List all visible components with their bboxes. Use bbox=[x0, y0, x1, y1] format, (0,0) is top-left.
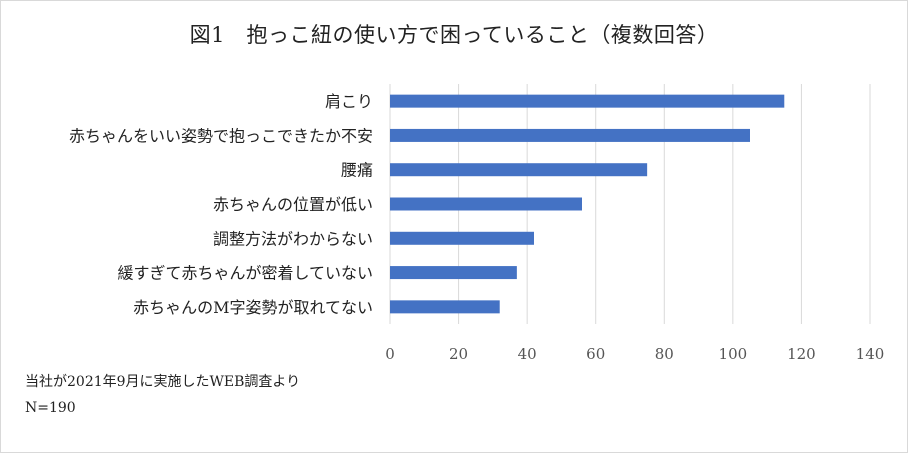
category-label: 赤ちゃんのM字姿勢が取れてない bbox=[133, 298, 373, 317]
x-tick-label: 60 bbox=[586, 345, 605, 363]
bar bbox=[390, 300, 500, 314]
x-tick-label: 40 bbox=[518, 345, 537, 363]
category-labels: 肩こり赤ちゃんをいい姿勢で抱っこできたか不安腰痛赤ちゃんの位置が低い調整方法がわ… bbox=[69, 92, 373, 317]
bars bbox=[390, 94, 785, 314]
category-label: 調整方法がわからない bbox=[213, 229, 373, 248]
bar bbox=[390, 231, 534, 245]
bar bbox=[390, 266, 517, 280]
x-tick-label: 0 bbox=[385, 345, 395, 363]
x-tick-label: 80 bbox=[655, 345, 674, 363]
tick-labels: 0 20 40 60 80 100 120 140 bbox=[385, 345, 884, 363]
x-tick-label: 120 bbox=[787, 345, 816, 363]
category-label: 緩すぎて赤ちゃんが密着していない bbox=[117, 264, 373, 283]
bar bbox=[390, 163, 648, 177]
bar bbox=[390, 197, 582, 211]
x-tick-label: 100 bbox=[719, 345, 748, 363]
bar bbox=[390, 128, 750, 142]
chart-title: 図1 抱っこ紐の使い方で困っていること（複数回答） bbox=[189, 23, 719, 47]
bar bbox=[390, 94, 785, 108]
category-label: 腰痛 bbox=[341, 161, 373, 180]
category-label: 赤ちゃんの位置が低い bbox=[213, 195, 373, 214]
category-label: 肩こり bbox=[325, 92, 373, 111]
x-tick-label: 140 bbox=[856, 345, 885, 363]
category-label: 赤ちゃんをいい姿勢で抱っこできたか不安 bbox=[69, 126, 373, 145]
sample-size-note: N=190 bbox=[25, 400, 76, 416]
source-note: 当社が2021年9月に実施したWEB調査より bbox=[25, 374, 301, 390]
x-tick-label: 20 bbox=[449, 345, 468, 363]
